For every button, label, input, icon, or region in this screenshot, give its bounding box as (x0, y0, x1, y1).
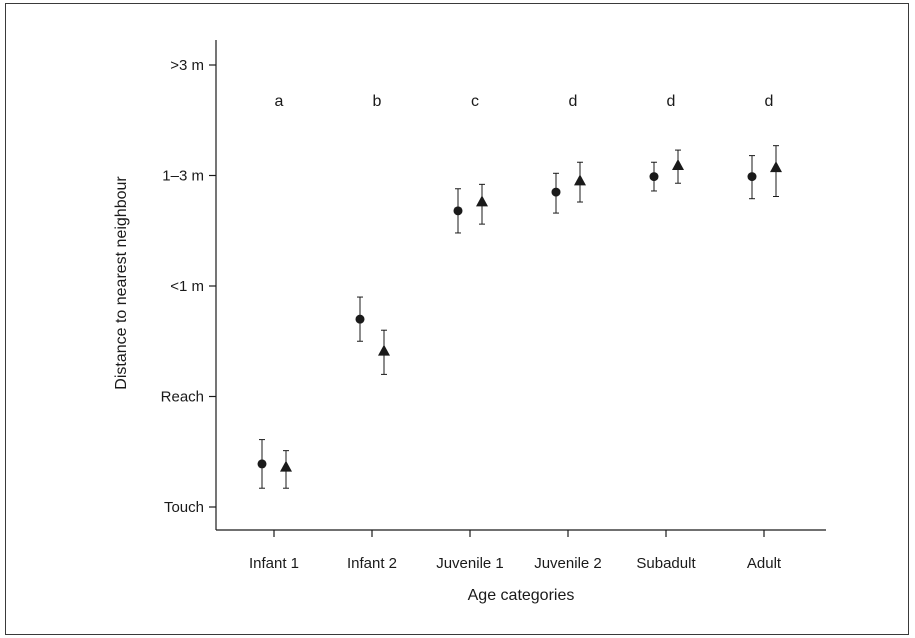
data-point-triangle (574, 174, 586, 186)
data-point-circle (355, 314, 365, 324)
group-letter: b (373, 93, 382, 110)
group-letter: d (667, 93, 676, 110)
y-tick-label: 1–3 m (162, 168, 204, 185)
y-tick-label: >3 m (170, 57, 204, 74)
data-point-circle (649, 172, 659, 182)
data-point-circle (747, 172, 757, 182)
group-letter: d (765, 93, 774, 110)
data-point-triangle (378, 344, 390, 356)
x-tick-label: Infant 2 (347, 555, 397, 572)
x-tick-label: Subadult (636, 555, 696, 572)
y-axis-ticks: Touch Reach <1 m 1–3 m >3 m (161, 57, 216, 516)
y-tick-label: Touch (164, 499, 204, 516)
data-point-circle (453, 206, 463, 216)
data-marks (257, 145, 782, 489)
data-point-triangle (770, 161, 782, 173)
axes (215, 40, 826, 531)
y-axis-label: Distance to nearest neighbour (113, 176, 130, 390)
data-point-circle (257, 459, 267, 469)
data-point-triangle (476, 195, 488, 207)
x-tick-label: Juvenile 2 (534, 555, 602, 572)
x-tick-label: Juvenile 1 (436, 555, 504, 572)
x-axis-label: Age categories (468, 587, 575, 604)
group-letter: d (569, 93, 578, 110)
data-point-circle (551, 187, 561, 197)
y-tick-label: <1 m (170, 278, 204, 295)
data-point-triangle (280, 460, 292, 472)
y-tick-label: Reach (161, 389, 204, 406)
group-letter: c (471, 93, 479, 110)
x-tick-label: Infant 1 (249, 555, 299, 572)
x-axis-ticks: Infant 1 Infant 2 Juvenile 1 Juvenile 2 Suba… (249, 530, 782, 572)
x-tick-label: Adult (747, 555, 782, 572)
data-point-triangle (672, 158, 684, 170)
group-letter: a (275, 93, 284, 110)
